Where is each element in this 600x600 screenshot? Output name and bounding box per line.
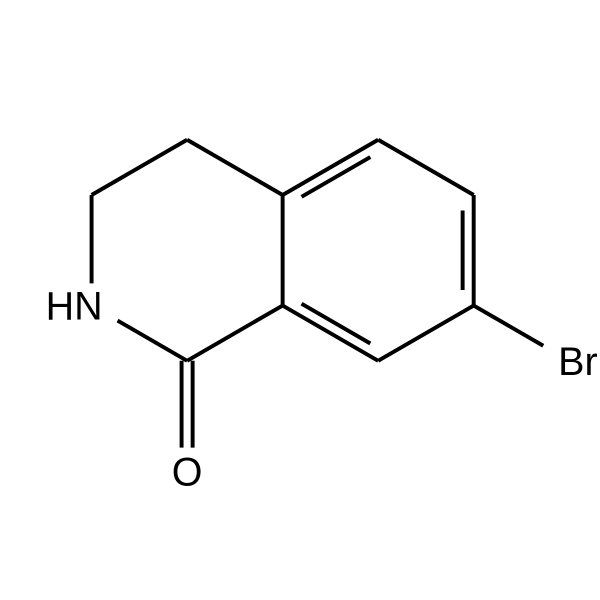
atom-label: HN xyxy=(46,285,103,329)
atom-label: Br xyxy=(558,340,597,384)
atom-label: O xyxy=(172,451,203,495)
molecule-diagram: HN O Br xyxy=(0,0,600,600)
